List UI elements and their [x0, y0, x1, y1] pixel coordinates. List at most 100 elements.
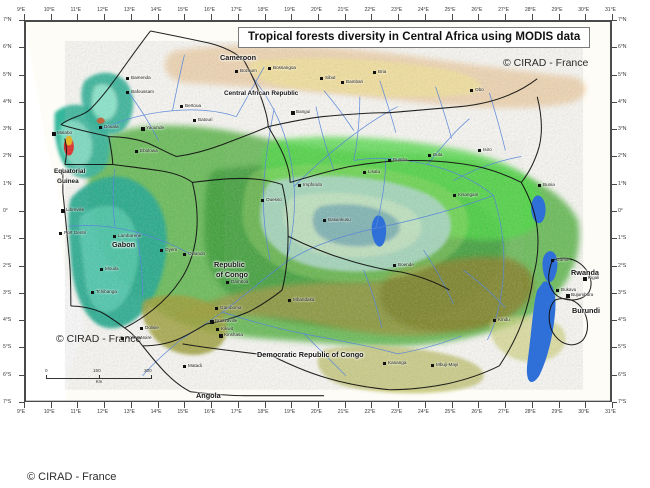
city-label: Dolisie [145, 325, 159, 330]
longitude-tick-label: 16°E [204, 409, 215, 415]
latitude-tick [19, 292, 24, 294]
longitude-tick [478, 14, 480, 20]
city-label: Basankusu [328, 217, 351, 222]
latitude-tick-label: 3°N [3, 126, 12, 133]
longitude-tick [211, 14, 213, 20]
city-marker [538, 184, 541, 187]
latitude-tick [612, 374, 617, 376]
longitude-tick-label: 30°E [578, 7, 590, 13]
city-marker [363, 171, 366, 174]
longitude-tick [50, 402, 52, 408]
scale-unit: Km [95, 379, 103, 384]
latitude-tick-label: 5°S [618, 344, 627, 351]
longitude-tick-label: 24°E [417, 409, 429, 415]
page-title: Tropical forests diversity in Central Af… [238, 27, 591, 48]
city-marker [91, 291, 94, 294]
latitude-tick [19, 238, 24, 240]
longitude-tick-label: 23°E [391, 7, 403, 13]
latitude-tick-label: 5°N [3, 71, 12, 78]
scale-bar: 0 150 300 Km [45, 368, 152, 384]
longitude-tick-label: 26°E [471, 7, 483, 13]
longitude-tick-label: 29°E [551, 409, 563, 415]
city-label: Sibut [325, 75, 336, 80]
longitude-tick-label: 22°E [364, 409, 376, 415]
scale-mid: 150 [93, 368, 101, 373]
city-label: Bangui [296, 109, 311, 114]
longitude-tick-label: 30°E [578, 409, 590, 415]
longitude-tick-label: 28°E [524, 7, 536, 13]
latitude-tick-label: 4°N [618, 98, 627, 105]
longitude-tick [211, 402, 213, 408]
city-label: Mouila [105, 266, 119, 271]
latitude-tick-label: 7°N [618, 17, 627, 23]
city-label: Ouesso [266, 197, 282, 202]
longitude-tick [531, 14, 533, 20]
city-label: Bria [378, 69, 387, 74]
city-label: Bertoua [185, 103, 202, 108]
city-marker [113, 235, 116, 238]
city-label: Oyem [165, 247, 178, 252]
longitude-tick-label: 11°E [70, 409, 81, 415]
city-marker [226, 281, 229, 284]
country-label: Guinea [57, 178, 79, 185]
longitude-tick-label: 9°E [17, 409, 26, 415]
longitude-tick-label: 23°E [391, 409, 403, 415]
country-label: Rwanda [571, 268, 599, 277]
city-marker [383, 362, 386, 365]
latitude-tick [19, 320, 24, 322]
latitude-tick-label: 3°S [3, 289, 12, 296]
latitude-tick [612, 347, 617, 349]
city-label: Ebolowa [140, 148, 158, 153]
longitude-tick [264, 14, 266, 20]
latitude-tick-label: 2°N [618, 153, 627, 160]
longitude-tick-label: 13°E [123, 409, 135, 415]
city-marker [59, 232, 62, 235]
latitude-tick-label: 1°S [3, 235, 12, 242]
longitude-tick [77, 14, 79, 20]
city-marker [140, 327, 143, 330]
latitude-tick [19, 183, 24, 185]
longitude-tick-label: 17°E [230, 409, 242, 415]
latitude-tick [19, 374, 24, 376]
longitude-tick [264, 402, 266, 408]
city-marker [99, 126, 102, 129]
city-label: Malabo [57, 130, 73, 135]
latitude-tick [612, 183, 617, 185]
longitude-tick-label: 22°E [364, 7, 376, 13]
latitude-tick-label: 4°S [618, 317, 627, 324]
latitude-tick-label: 0° [618, 208, 623, 214]
longitude-tick [104, 402, 106, 408]
city-label: Buta [433, 152, 443, 157]
longitude-tick-label: 14°E [150, 7, 162, 13]
city-marker [216, 328, 219, 331]
capital-marker [61, 209, 65, 213]
latitude-tick-label: 6°N [618, 44, 627, 51]
longitude-tick [50, 14, 52, 20]
city-label: Gamboma [220, 305, 242, 310]
longitude-tick-label: 28°E [524, 409, 536, 415]
city-marker [556, 289, 559, 292]
city-label: Lambarene [118, 233, 142, 238]
longitude-tick [344, 402, 346, 408]
city-marker [373, 71, 376, 74]
country-label: Central African Republic [224, 90, 299, 97]
latitude-tick [612, 402, 617, 403]
longitude-tick [451, 402, 453, 408]
city-marker [126, 77, 129, 80]
city-marker [135, 150, 138, 153]
longitude-tick [505, 14, 507, 20]
longitude-tick-label: 31°E [605, 7, 616, 13]
latitude-tick [19, 129, 24, 131]
longitude-tick [24, 402, 25, 408]
city-label: Lisala [368, 169, 381, 174]
longitude-tick-label: 15°E [177, 7, 189, 13]
longitude-tick-label: 27°E [498, 7, 509, 13]
latitude-tick-label: 5°N [618, 71, 627, 78]
city-label: Libreville [66, 207, 85, 212]
longitude-tick [558, 402, 560, 408]
longitude-tick [130, 14, 132, 20]
longitude-tick [478, 402, 480, 408]
longitude-tick [371, 14, 373, 20]
latitude-tick [19, 347, 24, 349]
latitude-tick-label: 7°N [3, 17, 12, 23]
